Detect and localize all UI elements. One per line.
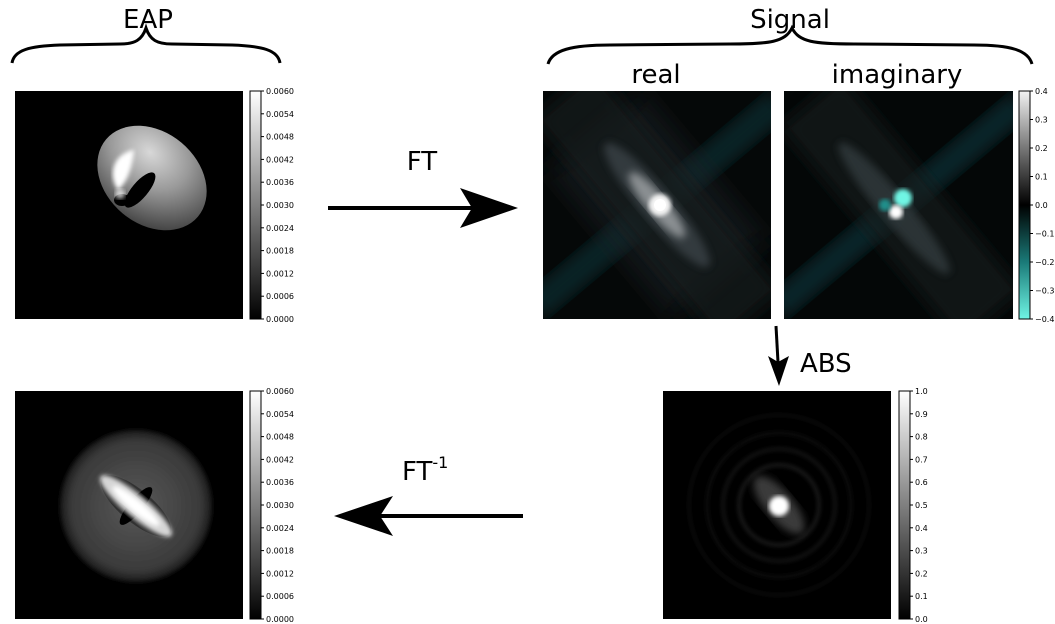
colorbar-tick-label: 0.0000 xyxy=(266,615,294,624)
colorbar-tick-label: 0.1 xyxy=(1035,173,1048,182)
real-label: real xyxy=(631,60,680,90)
abs-arrow xyxy=(768,325,789,386)
inverse-ft-arrow xyxy=(334,496,523,536)
colorbar-tick-label: 0.3 xyxy=(915,547,928,556)
eap-title: EAP xyxy=(123,5,173,35)
colorbar-tick-label: 1.0 xyxy=(915,387,928,396)
colorbar-tick-label: 0.0060 xyxy=(266,387,294,396)
signal-real-image xyxy=(543,91,771,319)
colorbar-tick-label: 0.7 xyxy=(915,455,928,464)
colorbar-tick-label: −0.4 xyxy=(1035,315,1054,324)
colorbar-tick-label: −0.1 xyxy=(1035,230,1054,239)
colorbar-tick-label: 0.5 xyxy=(915,501,928,510)
colorbar-tick-label: 0.4 xyxy=(1035,87,1048,96)
colorbar-abs: 1.0 0.9 0.8 0.7 0.6 0.5 0.4 0.3 0.2 0.1 0.0 xyxy=(898,387,928,624)
signal-imaginary-image xyxy=(784,91,1013,319)
colorbar-tick-label: 0.0 xyxy=(915,615,928,624)
colorbar-tick-label: 0.0042 xyxy=(266,455,294,464)
colorbar-tick-label: 0.0060 xyxy=(266,87,294,96)
colorbar-signal: 0.4 0.3 0.2 0.1 0.0 −0.1 −0.2 −0.3 −0.4 xyxy=(1018,87,1054,324)
eap-brace xyxy=(10,23,282,64)
colorbar-tick-label: 0.9 xyxy=(915,410,928,419)
ft-arrow xyxy=(328,188,518,228)
colorbar-tick-label: 0.6 xyxy=(915,478,928,487)
colorbar-tick-label: 0.0054 xyxy=(266,110,294,119)
colorbar-tick-label: 0.2 xyxy=(1035,144,1048,153)
eap-image-bottom xyxy=(15,391,243,619)
colorbar-tick-label: 0.0012 xyxy=(266,269,294,278)
colorbar-tick-label: 0.1 xyxy=(915,592,928,601)
colorbar-eap-bottom: 0.0060 0.0054 0.0048 0.0042 0.0036 0.0030 0.00… xyxy=(249,387,294,624)
colorbar-tick-label: 0.0006 xyxy=(266,292,294,301)
abs-label: ABS xyxy=(800,349,852,379)
abs-image xyxy=(663,391,891,619)
colorbar-tick-label: 0.0030 xyxy=(266,501,294,510)
ft-label: FT xyxy=(407,147,437,177)
colorbar-tick-label: 0.0024 xyxy=(266,224,294,233)
signal-title: Signal xyxy=(750,5,830,35)
colorbar-tick-label: 0.0012 xyxy=(266,569,294,578)
colorbar-tick-label: 0.8 xyxy=(915,433,928,442)
colorbar-tick-label: 0.0048 xyxy=(266,433,294,442)
colorbar-tick-label: 0.2 xyxy=(915,569,928,578)
colorbar-tick-label: 0.0054 xyxy=(266,410,294,419)
imaginary-label: imaginary xyxy=(832,60,963,90)
colorbar-tick-label: 0.0018 xyxy=(266,247,294,256)
colorbar-tick-label: 0.0042 xyxy=(266,155,294,164)
colorbar-tick-label: 0.0036 xyxy=(266,478,294,487)
signal-brace xyxy=(546,24,1034,65)
colorbar-tick-label: 0.0000 xyxy=(266,315,294,324)
colorbar-tick-label: 0.0 xyxy=(1035,201,1048,210)
colorbar-tick-label: 0.0030 xyxy=(266,201,294,210)
colorbar-tick-label: 0.3 xyxy=(1035,116,1048,125)
colorbar-eap-top: 0.0060 0.0054 0.0048 0.0042 0.0036 0.0030 0.00… xyxy=(249,87,294,324)
colorbar-tick-label: 0.0036 xyxy=(266,178,294,187)
colorbar-tick-label: 0.4 xyxy=(915,524,928,533)
colorbar-tick-label: 0.0048 xyxy=(266,133,294,142)
colorbar-tick-label: 0.0024 xyxy=(266,524,294,533)
colorbar-tick-label: 0.0006 xyxy=(266,592,294,601)
inverse-ft-label: FT-1 xyxy=(402,453,448,487)
colorbar-tick-label: 0.0018 xyxy=(266,547,294,556)
eap-image-top xyxy=(15,91,243,319)
colorbar-tick-label: −0.3 xyxy=(1035,287,1054,296)
colorbar-tick-label: −0.2 xyxy=(1035,258,1054,267)
